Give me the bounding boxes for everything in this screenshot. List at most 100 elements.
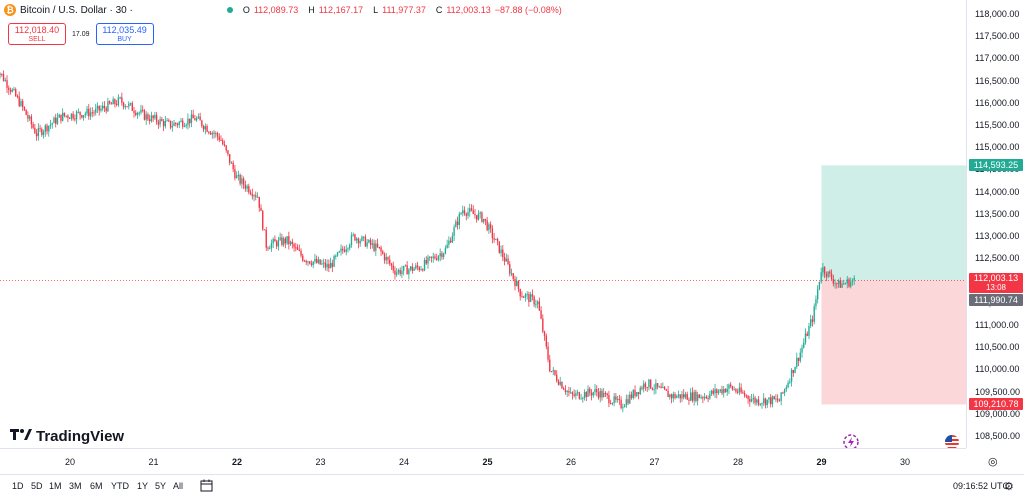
range-button-1m[interactable]: 1M bbox=[49, 481, 62, 491]
candle-body-214 bbox=[366, 242, 368, 247]
candle-body-38 bbox=[60, 114, 62, 121]
candle-body-211 bbox=[361, 236, 363, 241]
candle-body-375 bbox=[646, 387, 648, 389]
candle-body-247 bbox=[423, 259, 426, 271]
candle-body-420 bbox=[724, 389, 727, 393]
candle-body-392 bbox=[676, 396, 678, 398]
candle-body-445 bbox=[768, 397, 770, 400]
candle-body-308 bbox=[529, 294, 532, 302]
candlestick-chart[interactable] bbox=[0, 0, 966, 448]
candle-body-457 bbox=[789, 381, 791, 383]
chart-pane[interactable]: ₿ Bitcoin / U.S. Dollar · 30 · O 112,089.… bbox=[0, 0, 966, 448]
candle-body-359 bbox=[618, 398, 621, 400]
calendar-range-icon[interactable] bbox=[200, 479, 213, 492]
gear-icon[interactable]: ⚙ bbox=[1004, 481, 1014, 493]
candle-body-177 bbox=[302, 255, 304, 261]
candle-body-11 bbox=[13, 89, 15, 91]
candle-body-55 bbox=[89, 112, 92, 117]
candle-body-386 bbox=[665, 389, 668, 391]
candle-body-347 bbox=[597, 392, 600, 398]
candle-body-144 bbox=[244, 184, 247, 189]
us-flag-icon[interactable] bbox=[944, 434, 960, 448]
candle-body-456 bbox=[787, 382, 789, 388]
candle-body-69 bbox=[114, 99, 116, 105]
candle-body-52 bbox=[84, 113, 87, 116]
candle-body-357 bbox=[615, 396, 617, 400]
sell-button[interactable]: 112,018.40 SELL bbox=[8, 23, 66, 45]
candle-body-121 bbox=[204, 126, 207, 130]
candle-body-473 bbox=[816, 289, 819, 300]
candle-body-322 bbox=[554, 370, 556, 375]
ohlc-change: −87.88 (−0.08%) bbox=[494, 5, 562, 15]
candle-body-270 bbox=[463, 210, 466, 214]
candle-body-489 bbox=[844, 283, 847, 285]
candle-body-15 bbox=[20, 101, 22, 106]
candle-body-434 bbox=[749, 399, 751, 402]
tradingview-logo[interactable]: TradingView bbox=[10, 428, 124, 445]
candle-body-212 bbox=[362, 236, 365, 238]
candle-body-198 bbox=[338, 251, 340, 253]
range-button-5y[interactable]: 5Y bbox=[155, 481, 167, 491]
candle-body-244 bbox=[418, 267, 421, 271]
candle-body-351 bbox=[604, 392, 607, 394]
candle-body-410 bbox=[707, 398, 709, 400]
tradingview-logo-mark bbox=[10, 429, 32, 444]
time-axis[interactable]: 20 21 22 23 24 25 26 27 28 29 30 bbox=[0, 448, 966, 474]
candle-body-451 bbox=[778, 400, 781, 402]
candle-body-83 bbox=[138, 112, 140, 114]
range-button-6m[interactable]: 6M bbox=[90, 481, 103, 491]
symbol-title[interactable]: Bitcoin / U.S. Dollar · 30 · bbox=[20, 4, 133, 16]
candle-body-387 bbox=[667, 390, 669, 398]
range-button-1d[interactable]: 1D bbox=[12, 481, 24, 491]
utc-clock[interactable]: 09:16:52 UTC bbox=[953, 481, 1010, 491]
candle-body-354 bbox=[609, 403, 612, 405]
candle-body-134 bbox=[227, 150, 229, 155]
candle-body-189 bbox=[322, 262, 325, 264]
range-button-3m[interactable]: 3M bbox=[69, 481, 82, 491]
candle-body-99 bbox=[166, 120, 168, 122]
candle-body-360 bbox=[620, 399, 622, 408]
candle-body-36 bbox=[56, 117, 59, 124]
candle-body-193 bbox=[329, 263, 332, 269]
candle-body-89 bbox=[148, 119, 151, 122]
candle-body-185 bbox=[315, 258, 318, 263]
candle-body-275 bbox=[472, 210, 474, 214]
candle-body-494 bbox=[853, 277, 855, 281]
candle-body-187 bbox=[319, 259, 321, 265]
range-button-ytd[interactable]: YTD bbox=[111, 481, 129, 491]
candle-body-261 bbox=[448, 240, 450, 245]
candle-body-43 bbox=[68, 117, 71, 119]
candle-body-233 bbox=[399, 269, 401, 275]
candle-body-61 bbox=[100, 108, 102, 111]
candle-body-65 bbox=[107, 101, 109, 112]
candle-body-143 bbox=[242, 178, 245, 185]
axis-settings-icon[interactable]: ◎ bbox=[988, 456, 998, 468]
range-button-1y[interactable]: 1Y bbox=[137, 481, 149, 491]
sell-label: SELL bbox=[28, 36, 46, 43]
range-button-5d[interactable]: 5D bbox=[31, 481, 43, 491]
buy-button[interactable]: 112,035.49 BUY bbox=[95, 23, 154, 45]
candle-body-151 bbox=[256, 196, 259, 198]
candle-body-389 bbox=[670, 394, 673, 399]
candle-body-26 bbox=[39, 128, 41, 130]
price-tick-18: 109,000.00 bbox=[975, 408, 1021, 419]
candle-body-116 bbox=[195, 118, 198, 121]
range-button-all[interactable]: All bbox=[173, 481, 184, 491]
candle-body-321 bbox=[552, 370, 554, 372]
candle-body-464 bbox=[801, 347, 803, 353]
candle-body-493 bbox=[851, 280, 854, 282]
candle-body-488 bbox=[843, 283, 845, 285]
candle-body-175 bbox=[298, 249, 300, 251]
price-axis[interactable]: 118,000.00 117,500.00 117,000.00 116,500.00… bbox=[966, 0, 1024, 448]
candle-body-218 bbox=[373, 243, 375, 251]
candle-body-241 bbox=[413, 268, 415, 271]
last-price-tag: 112,003.13 13:08 bbox=[969, 273, 1023, 294]
event-icon[interactable] bbox=[843, 434, 859, 448]
candle-body-112 bbox=[188, 118, 191, 124]
ohlc-low-value: 111,977.37 bbox=[382, 5, 426, 15]
candle-body-290 bbox=[498, 241, 501, 253]
candle-body-67 bbox=[110, 103, 113, 105]
candle-body-240 bbox=[411, 266, 414, 271]
candle-body-344 bbox=[592, 392, 594, 396]
candle-body-441 bbox=[761, 403, 763, 405]
